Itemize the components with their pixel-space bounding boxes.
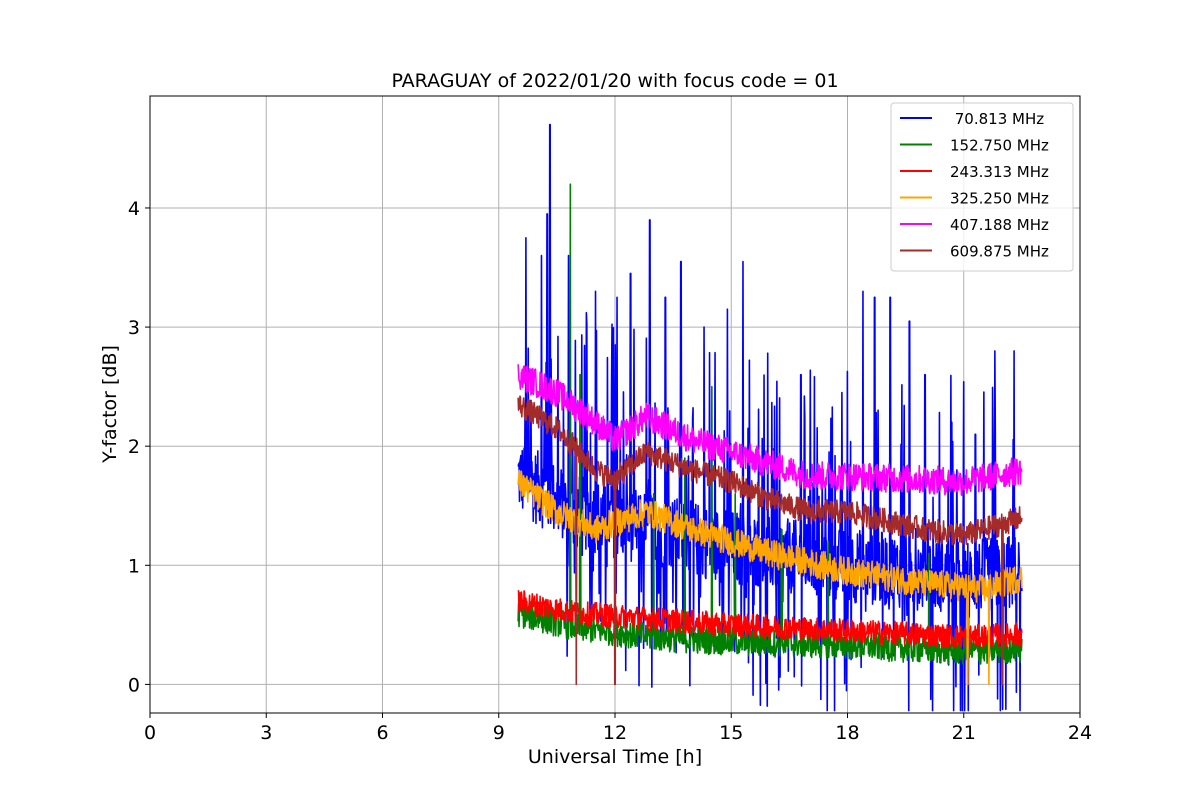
x-tick-label: 18 [835, 722, 859, 744]
x-axis-ticks: 0 3 6 9 12 15 18 21 24 [144, 713, 1092, 744]
legend-label: 70.813 MHz [950, 110, 1044, 128]
plot-area [517, 123, 1023, 712]
y-axis-ticks: 0 1 2 3 4 [128, 198, 150, 696]
series-line [517, 469, 1023, 686]
legend: 70.813 MHz 152.750 MHz 243.313 MHz 325.250 … [890, 102, 1074, 272]
legend-box [890, 102, 1074, 272]
legend-label: 243.313 MHz [950, 163, 1049, 181]
series-line [517, 364, 1023, 496]
y-tick-label: 3 [128, 317, 140, 339]
y-tick-label: 1 [128, 555, 140, 577]
y-tick-label: 0 [128, 674, 140, 696]
x-tick-label: 0 [144, 722, 156, 744]
x-axis-label: Universal Time [h] [528, 746, 702, 768]
y-tick-label: 2 [128, 436, 140, 458]
y-axis-label: Y-factor [dB] [99, 345, 121, 464]
series-line [517, 123, 1023, 712]
x-tick-label: 3 [260, 722, 272, 744]
x-tick-label: 9 [493, 722, 505, 744]
y-tick-label: 4 [128, 198, 140, 220]
chart-title: PARAGUAY of 2022/01/20 with focus code =… [391, 70, 838, 92]
x-tick-label: 21 [952, 722, 976, 744]
legend-label: 407.188 MHz [950, 216, 1049, 234]
x-tick-label: 6 [376, 722, 388, 744]
x-tick-label: 24 [1068, 722, 1092, 744]
series-line [517, 589, 1023, 649]
series-line [517, 395, 1023, 686]
legend-label: 609.875 MHz [950, 243, 1049, 261]
legend-label: 325.250 MHz [950, 190, 1049, 208]
x-tick-label: 12 [603, 722, 627, 744]
legend-label: 152.750 MHz [950, 137, 1049, 155]
x-tick-label: 15 [719, 722, 743, 744]
